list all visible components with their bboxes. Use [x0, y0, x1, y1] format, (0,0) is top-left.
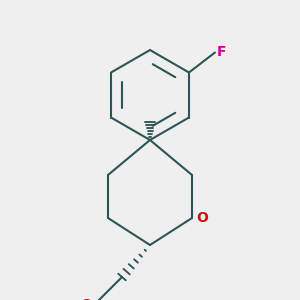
- Text: O: O: [196, 211, 208, 225]
- Text: F: F: [217, 46, 226, 59]
- Text: O: O: [80, 298, 92, 300]
